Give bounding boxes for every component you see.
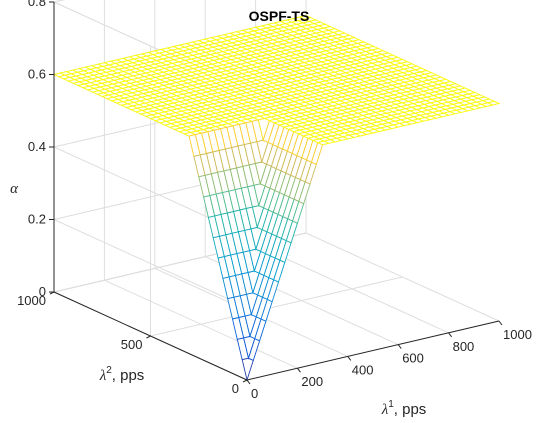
y-axis-superscript: 2 [106, 365, 112, 376]
surface-cell [486, 100, 501, 106]
x-tick-label: 800 [453, 339, 475, 354]
chart-title: OSPF-TS [249, 8, 310, 24]
y-tick-label: 1000 [17, 293, 46, 308]
y-tick-mark [242, 379, 248, 383]
y-axis-label: λ2, pps [99, 365, 145, 384]
x-tick-label: 600 [402, 351, 424, 366]
x-tick-mark [498, 320, 503, 326]
z-axis-symbol: α [10, 181, 19, 197]
x-axis-label: λ1, pps [381, 399, 427, 418]
y-axis-symbol: λ [99, 368, 107, 384]
x-axis-unit: , pps [394, 401, 427, 418]
z-tick-label: 0.2 [28, 212, 46, 227]
y-tick-label: 0 [232, 381, 239, 396]
x-tick-mark [397, 344, 402, 349]
x-tick-label: 400 [352, 362, 374, 377]
z-tick-label: 0 [39, 284, 46, 299]
z-tick-label: 0.6 [28, 67, 46, 82]
x-tick-mark [246, 379, 251, 385]
x-axis-line [246, 320, 500, 381]
x-tick-label: 0 [251, 386, 258, 401]
grid-line [53, 0, 65, 3]
grid-line [150, 276, 403, 337]
z-tick-label: 0.4 [28, 139, 46, 154]
y-tick-mark [146, 335, 151, 339]
axes [49, 1, 503, 385]
x-tick-label: 200 [301, 374, 323, 389]
x-tick-label: 1000 [503, 327, 532, 342]
y-tick-label: 500 [121, 337, 143, 352]
x-tick-mark [296, 367, 301, 373]
x-tick-mark [448, 332, 453, 338]
x-tick-mark [347, 356, 352, 361]
x-axis-symbol: λ [381, 402, 389, 418]
z-tick-label: 0.8 [28, 0, 46, 9]
z-axis-label: α [10, 181, 19, 197]
x-axis-superscript: 1 [388, 399, 394, 410]
surface-mesh [52, 15, 501, 382]
y-axis-unit: , pps [112, 367, 145, 384]
surface-cell [241, 357, 254, 382]
